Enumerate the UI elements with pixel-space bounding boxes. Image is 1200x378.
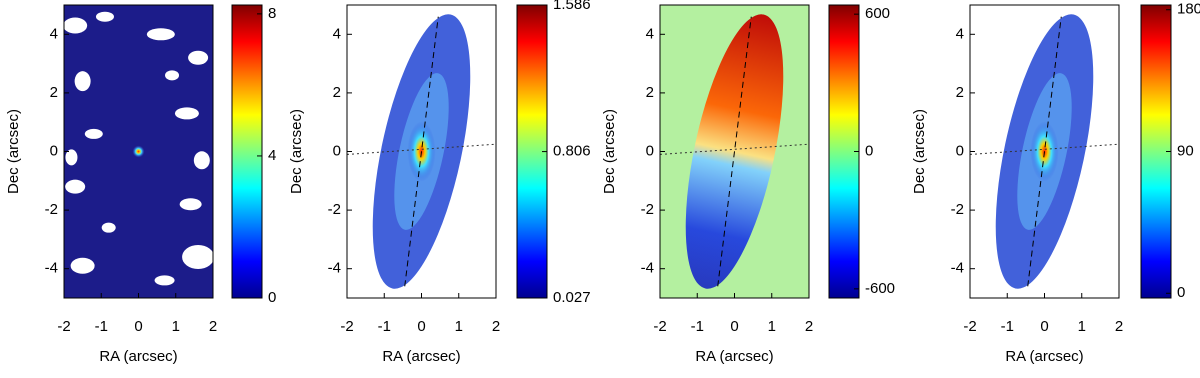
y-axis-label: Dec (arcsec) <box>5 109 22 194</box>
y-tick-label: -4 <box>951 260 964 277</box>
noise-blob <box>188 50 209 65</box>
y-tick-label: 0 <box>333 142 341 159</box>
colorbar-tick-label: 1.586 <box>553 0 591 13</box>
colorbar-tick-label: 8 <box>268 5 276 22</box>
noise-blob <box>165 70 180 81</box>
colorbar <box>231 4 263 299</box>
map-image <box>63 5 215 298</box>
noise-blob <box>65 179 86 194</box>
y-axis-label: Dec (arcsec) <box>601 109 618 194</box>
x-axis-label: RA (arcsec) <box>382 348 460 365</box>
x-tick-label: -2 <box>57 318 70 335</box>
x-tick-label: -1 <box>378 318 391 335</box>
colorbar-tick-label: 180 <box>1177 1 1200 18</box>
x-tick-label: 1 <box>768 318 776 335</box>
y-tick-label: 0 <box>956 142 964 159</box>
colorbar-tick-label: 0.806 <box>553 143 591 160</box>
colorbar-tick-label: 0 <box>1177 284 1185 301</box>
noise-blob <box>63 17 88 34</box>
noise-blob <box>179 198 202 211</box>
colorbar-tick-label: 0 <box>268 289 276 306</box>
x-axis-label: RA (arcsec) <box>695 348 773 365</box>
x-tick-label: 1 <box>455 318 463 335</box>
x-tick-label: 0 <box>417 318 425 335</box>
colorbar-tick-label: 600 <box>865 5 890 22</box>
y-tick-label: -2 <box>951 201 964 218</box>
y-tick-label: -4 <box>45 260 58 277</box>
colorbar-tick-label: -600 <box>865 280 895 297</box>
x-axis-label: RA (arcsec) <box>99 348 177 365</box>
y-tick-label: -2 <box>641 201 654 218</box>
y-tick-label: -2 <box>328 201 341 218</box>
y-tick-label: 4 <box>956 25 964 42</box>
x-tick-label: 2 <box>492 318 500 335</box>
noise-blob <box>74 71 91 92</box>
x-tick-label: -1 <box>95 318 108 335</box>
y-axis-label: Dec (arcsec) <box>911 109 928 194</box>
x-tick-label: -1 <box>1001 318 1014 335</box>
y-tick-label: 2 <box>646 84 654 101</box>
x-tick-label: 0 <box>1040 318 1048 335</box>
axis-line <box>404 16 439 287</box>
noise-blob <box>193 151 210 170</box>
noise-blob <box>182 244 215 269</box>
noise-blob <box>146 28 175 41</box>
noise-blob <box>84 128 103 139</box>
noise-blob <box>174 107 199 120</box>
axis-line <box>1027 16 1062 287</box>
nucleus <box>132 145 145 158</box>
x-tick-label: 1 <box>172 318 180 335</box>
map-image <box>969 14 1120 289</box>
y-axis-label: Dec (arcsec) <box>288 109 305 194</box>
y-tick-label: 4 <box>50 25 58 42</box>
x-tick-label: -1 <box>691 318 704 335</box>
noise-blob <box>70 257 95 274</box>
y-tick-label: 2 <box>333 84 341 101</box>
noise-blob <box>95 11 114 22</box>
y-tick-label: 2 <box>50 84 58 101</box>
x-tick-label: 0 <box>134 318 142 335</box>
y-tick-label: -4 <box>641 260 654 277</box>
noise-blob <box>154 275 175 286</box>
noise-blob <box>101 222 116 233</box>
y-tick-label: 2 <box>956 84 964 101</box>
colorbar-tick-label: 90 <box>1177 142 1194 159</box>
y-tick-label: 4 <box>333 25 341 42</box>
colorbar-tick-label: 0.027 <box>553 289 591 306</box>
x-axis-label: RA (arcsec) <box>1005 348 1083 365</box>
x-tick-label: 2 <box>1115 318 1123 335</box>
x-tick-label: 0 <box>730 318 738 335</box>
y-tick-label: 4 <box>646 25 654 42</box>
axis-line <box>717 16 752 287</box>
colorbar-tick-label: 0 <box>865 142 873 159</box>
map-image <box>659 5 810 298</box>
y-tick-label: -2 <box>45 201 58 218</box>
x-tick-label: -2 <box>653 318 666 335</box>
y-tick-label: -4 <box>328 260 341 277</box>
x-tick-label: 1 <box>1078 318 1086 335</box>
colorbar-tick-label: 4 <box>268 147 276 164</box>
y-tick-label: 0 <box>50 142 58 159</box>
x-tick-label: 2 <box>805 318 813 335</box>
x-tick-label: 2 <box>209 318 217 335</box>
y-tick-label: 0 <box>646 142 654 159</box>
map-image <box>346 14 497 289</box>
noise-blob <box>65 149 78 166</box>
x-tick-label: -2 <box>340 318 353 335</box>
x-tick-label: -2 <box>963 318 976 335</box>
